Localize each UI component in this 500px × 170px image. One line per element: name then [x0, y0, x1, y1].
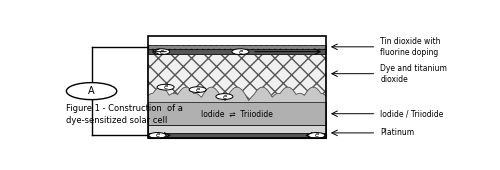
Circle shape	[157, 84, 174, 90]
Text: e: e	[159, 49, 164, 55]
Bar	[148, 125, 326, 133]
Text: Iodide  ⇌  Triiodide: Iodide ⇌ Triiodide	[201, 110, 273, 119]
Text: Platinum: Platinum	[380, 128, 414, 137]
Text: e: e	[314, 132, 318, 138]
Circle shape	[153, 49, 170, 55]
Text: A: A	[88, 86, 95, 96]
Text: e: e	[238, 49, 242, 55]
Polygon shape	[148, 55, 326, 101]
Circle shape	[66, 83, 117, 100]
Text: Figure 1 - Construction  of a
dye-sensitized solar cell: Figure 1 - Construction of a dye-sensiti…	[66, 104, 183, 125]
Circle shape	[149, 133, 166, 138]
Text: Dye and titanium
dioxide: Dye and titanium dioxide	[380, 64, 447, 84]
Bar	[148, 103, 326, 125]
Text: e: e	[222, 94, 226, 100]
Circle shape	[189, 87, 206, 92]
Text: Iodide / Triiodide: Iodide / Triiodide	[380, 109, 444, 118]
Text: e: e	[164, 84, 168, 90]
Circle shape	[216, 94, 233, 99]
Circle shape	[308, 133, 325, 138]
Circle shape	[232, 49, 249, 55]
Bar	[148, 49, 326, 55]
Bar	[148, 133, 326, 138]
Text: Tin dioxide with
fluorine doping: Tin dioxide with fluorine doping	[380, 37, 441, 57]
Bar	[148, 36, 326, 138]
Text: e: e	[156, 132, 160, 138]
Text: e: e	[196, 87, 200, 93]
Bar	[148, 45, 326, 49]
Bar	[148, 55, 326, 103]
